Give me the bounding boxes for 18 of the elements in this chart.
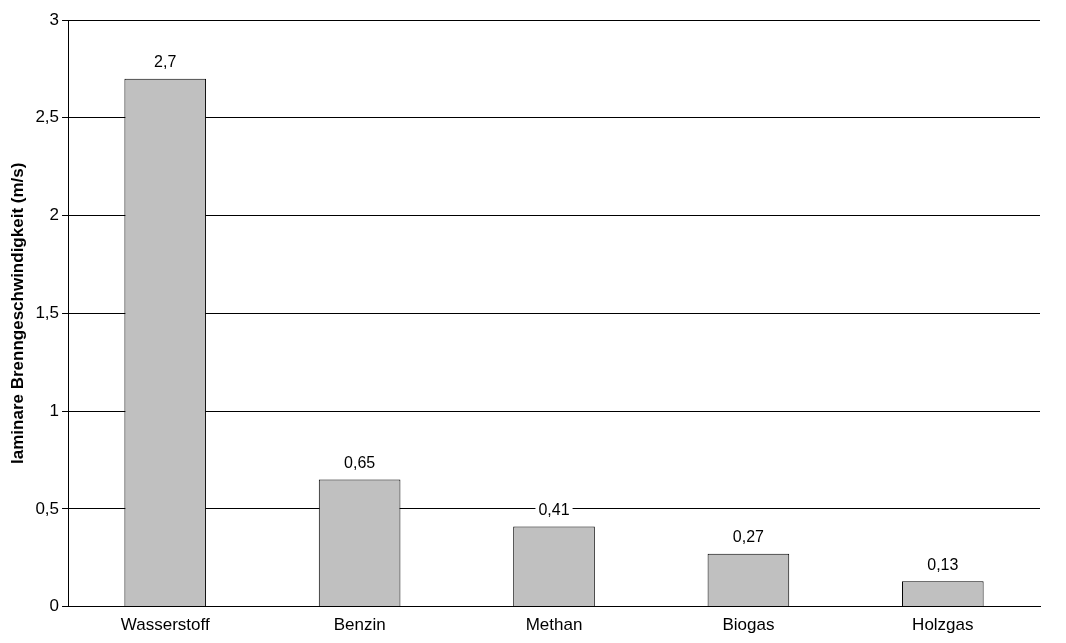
y-tick-label: 1 [49, 400, 60, 420]
data-label: 0,65 [344, 453, 376, 471]
x-tick-label: Wasserstoff [120, 615, 210, 635]
data-label: 0,41 [538, 500, 570, 518]
y-tick-label: 2,5 [35, 107, 60, 127]
data-label: 0,27 [732, 528, 765, 546]
y-tick-label: 0 [49, 596, 60, 616]
y-tick-label: 3 [49, 9, 60, 29]
data-label: 2,7 [154, 53, 177, 71]
y-tick-label: 1,5 [35, 302, 60, 322]
x-tick-label: Holzgas [912, 615, 974, 635]
x-tick-label: Methan [525, 615, 583, 635]
y-tick-label: 0,5 [35, 498, 60, 518]
x-tick-label: Biogas [722, 615, 775, 635]
y-tick-label: 2 [49, 205, 60, 225]
data-label: 0,13 [927, 555, 959, 573]
y-axis-title: laminare Brenngeschwindigkeit (m/s) [7, 162, 27, 464]
x-tick-label: Benzin [333, 615, 386, 635]
